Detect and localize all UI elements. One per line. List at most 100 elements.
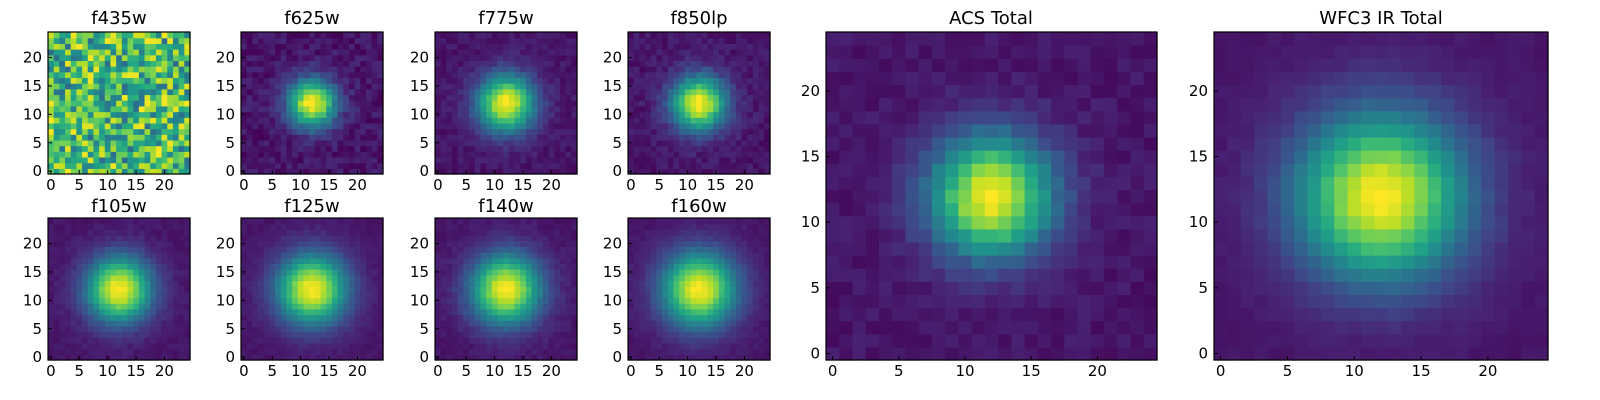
heatmap-cell: [667, 111, 675, 118]
heatmap-cell: [633, 331, 640, 338]
heatmap-cell: [713, 94, 720, 101]
heatmap-cell: [645, 162, 652, 169]
heatmap-cell: [252, 162, 259, 169]
heatmap-cell: [150, 303, 157, 310]
heatmap-cell: [735, 168, 743, 175]
heatmap-cell: [121, 122, 129, 130]
heatmap-cell: [292, 111, 299, 118]
heatmap-cell: [707, 94, 714, 101]
heatmap-cell: [252, 37, 259, 44]
heatmap-cell: [662, 77, 669, 84]
heatmap-cell: [65, 229, 72, 236]
heatmap-cell: [741, 60, 748, 67]
heatmap-cell: [292, 156, 299, 164]
heatmap-cell: [309, 342, 316, 350]
heatmap-cell: [286, 286, 293, 293]
y-tick-label: 0: [419, 348, 429, 366]
heatmap-cell: [371, 156, 378, 164]
heatmap-cell: [99, 229, 106, 236]
heatmap-cell: [110, 134, 117, 141]
heatmap-cell: [371, 331, 378, 338]
heatmap-cell: [690, 145, 697, 152]
heatmap-cell: [65, 320, 72, 327]
heatmap-cell: [280, 168, 288, 175]
heatmap-cell: [639, 134, 646, 141]
heatmap-cell: [730, 331, 737, 338]
heatmap-cell: [446, 37, 453, 44]
heatmap-cell: [82, 297, 89, 304]
heatmap-cell: [480, 314, 487, 321]
heatmap-cell: [463, 49, 470, 56]
heatmap-cell: [696, 37, 703, 44]
heatmap-cell: [548, 342, 555, 350]
heatmap-cell: [76, 49, 83, 56]
heatmap-cell: [452, 37, 459, 44]
heatmap-cell: [252, 122, 259, 130]
heatmap-cell: [309, 229, 316, 236]
heatmap-cell: [280, 308, 288, 316]
heatmap-cell: [537, 94, 544, 101]
heatmap-cell: [650, 134, 657, 141]
heatmap-cell: [280, 223, 288, 230]
heatmap-cell: [520, 162, 527, 169]
heatmap-cell: [155, 314, 163, 321]
heatmap-cell: [121, 43, 129, 50]
heatmap-cell: [633, 54, 640, 61]
heatmap-cell: [520, 291, 527, 299]
heatmap-cell: [457, 134, 464, 141]
heatmap-cell: [520, 43, 527, 50]
heatmap-cell: [662, 354, 669, 361]
heatmap-cell: [326, 122, 333, 130]
heatmap-cell: [53, 37, 60, 44]
heatmap-cell: [747, 145, 754, 152]
heatmap-cell: [263, 145, 270, 152]
heatmap-cell: [297, 77, 305, 84]
heatmap-cell: [474, 274, 482, 282]
heatmap-cell: [99, 263, 106, 270]
heatmap-cell: [764, 320, 771, 327]
heatmap-cell: [127, 303, 134, 310]
heatmap-cell: [297, 32, 305, 39]
heatmap-cell: [435, 117, 442, 124]
heatmap-cell: [696, 117, 703, 124]
heatmap-cell: [275, 66, 282, 73]
heatmap-cell: [508, 218, 516, 225]
heatmap-cell: [440, 274, 447, 282]
heatmap-cell: [713, 37, 720, 44]
heatmap-cell: [150, 162, 157, 169]
heatmap-cell: [735, 54, 743, 61]
heatmap-cell: [531, 122, 538, 130]
heatmap-cell: [645, 122, 652, 130]
heatmap-cell: [150, 60, 157, 67]
heatmap-cell: [167, 94, 174, 101]
heatmap-cell: [667, 280, 675, 287]
heatmap-cell: [537, 235, 544, 242]
heatmap-cell: [292, 43, 299, 50]
heatmap-cell: [480, 139, 487, 147]
heatmap-cell: [172, 83, 180, 90]
heatmap-cell: [258, 297, 265, 304]
heatmap-cell: [348, 325, 356, 333]
heatmap-cell: [303, 320, 310, 327]
heatmap-cell: [764, 280, 771, 287]
heatmap-cell: [735, 66, 743, 73]
heatmap-cell: [263, 37, 270, 44]
heatmap-cell: [65, 246, 72, 253]
heatmap-cell: [269, 342, 276, 350]
heatmap-cell: [480, 66, 487, 73]
heatmap-cell: [747, 348, 754, 355]
heatmap-cell: [758, 32, 765, 39]
heatmap-cell: [452, 88, 459, 96]
heatmap-cell: [104, 111, 112, 118]
heatmap-cell: [138, 100, 146, 107]
heatmap-cell: [662, 145, 669, 152]
heatmap-cell: [65, 105, 72, 113]
heatmap-cell: [531, 83, 538, 90]
heatmap-cell: [343, 235, 350, 242]
heatmap-cell: [297, 286, 305, 293]
heatmap-cell: [696, 354, 703, 361]
heatmap-cell: [167, 77, 174, 84]
heatmap-cell: [741, 269, 748, 276]
heatmap-cell: [246, 252, 253, 259]
heatmap-cell: [365, 331, 373, 338]
